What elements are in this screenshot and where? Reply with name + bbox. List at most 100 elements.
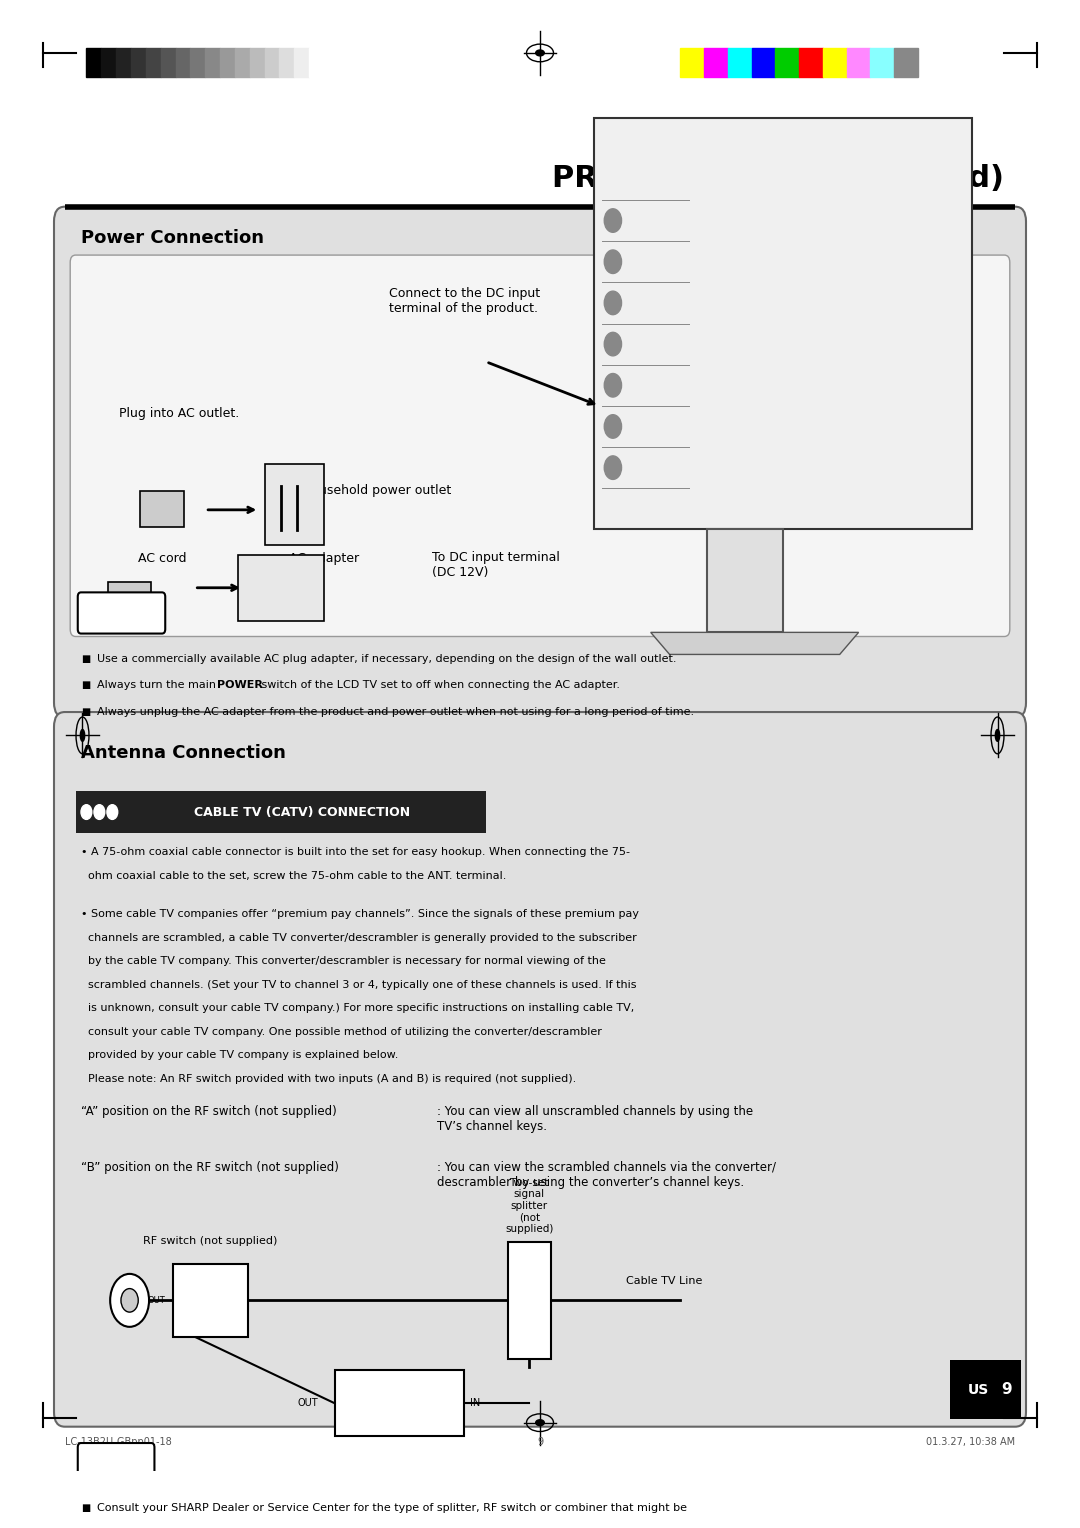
Text: AC adapter: AC adapter bbox=[289, 552, 359, 565]
Text: consult your cable TV company. One possible method of utilizing the converter/de: consult your cable TV company. One possi… bbox=[81, 1027, 602, 1038]
Circle shape bbox=[605, 414, 622, 439]
Bar bbox=[680, 47, 704, 76]
Bar bbox=[173, 1264, 248, 1337]
Bar bbox=[76, 792, 486, 833]
Text: US: US bbox=[968, 1383, 989, 1397]
Text: AC cord: AC cord bbox=[138, 552, 186, 565]
Text: Consult your SHARP Dealer or Service Center for the type of splitter, RF switch : Consult your SHARP Dealer or Service Cen… bbox=[97, 1504, 687, 1513]
Text: ohm coaxial cable to the set, screw the 75-ohm cable to the ANT. terminal.: ohm coaxial cable to the set, screw the … bbox=[81, 871, 507, 880]
Text: IN: IN bbox=[470, 1398, 480, 1409]
Text: POWER: POWER bbox=[217, 680, 264, 691]
Text: Use a commercially available AC plug adapter, if necessary, depending on the des: Use a commercially available AC plug ada… bbox=[97, 654, 677, 663]
Bar bbox=[86, 47, 102, 76]
Text: Note:: Note: bbox=[98, 1458, 134, 1470]
FancyBboxPatch shape bbox=[78, 593, 165, 634]
Circle shape bbox=[605, 251, 622, 274]
Circle shape bbox=[605, 209, 622, 232]
Bar bbox=[775, 47, 799, 76]
Text: CABLE TV (CATV) CONNECTION: CABLE TV (CATV) CONNECTION bbox=[194, 805, 410, 819]
Bar bbox=[238, 555, 324, 620]
Text: switch of the LCD TV set to off when connecting the AC adapter.: switch of the LCD TV set to off when con… bbox=[258, 680, 620, 691]
Text: Household power outlet: Household power outlet bbox=[302, 484, 451, 498]
Text: scrambled channels. (Set your TV to channel 3 or 4, typically one of these chann: scrambled channels. (Set your TV to chan… bbox=[81, 979, 636, 990]
Text: • Some cable TV companies offer “premium pay channels”. Since the signals of the: • Some cable TV companies offer “premium… bbox=[81, 909, 639, 920]
Text: Cable TV converter/
descrambler
(not supplied): Cable TV converter/ descrambler (not sup… bbox=[351, 1387, 448, 1420]
Text: 9: 9 bbox=[1001, 1383, 1012, 1398]
Text: A: A bbox=[188, 1280, 195, 1291]
Bar bbox=[870, 47, 894, 76]
Circle shape bbox=[110, 1274, 149, 1326]
Bar bbox=[140, 490, 184, 527]
Text: : You can view all unscrambled channels by using the
TV’s channel keys.: : You can view all unscrambled channels … bbox=[437, 1105, 754, 1132]
FancyBboxPatch shape bbox=[54, 206, 1026, 717]
Text: “B” position on the RF switch (not supplied): “B” position on the RF switch (not suppl… bbox=[81, 1161, 339, 1174]
Text: OUT: OUT bbox=[148, 1296, 165, 1305]
Bar bbox=[175, 47, 190, 76]
Circle shape bbox=[605, 455, 622, 480]
Bar bbox=[894, 47, 918, 76]
Text: ■: ■ bbox=[81, 654, 91, 663]
Bar bbox=[752, 47, 775, 76]
Text: Please note: An RF switch provided with two inputs (A and B) is required (not su: Please note: An RF switch provided with … bbox=[81, 1074, 577, 1083]
Bar bbox=[704, 47, 728, 76]
Bar bbox=[205, 47, 220, 76]
Bar bbox=[161, 47, 176, 76]
Circle shape bbox=[605, 332, 622, 356]
Circle shape bbox=[94, 805, 105, 819]
Ellipse shape bbox=[536, 1420, 544, 1426]
Bar bbox=[280, 47, 294, 76]
Bar bbox=[108, 582, 151, 611]
Bar bbox=[190, 47, 205, 76]
Circle shape bbox=[121, 1288, 138, 1313]
Polygon shape bbox=[650, 633, 859, 654]
Ellipse shape bbox=[80, 729, 84, 741]
Text: ■: ■ bbox=[81, 1504, 91, 1513]
Bar bbox=[847, 47, 870, 76]
FancyBboxPatch shape bbox=[70, 255, 1010, 637]
Bar bbox=[265, 465, 324, 545]
Text: 01.3.27, 10:38 AM: 01.3.27, 10:38 AM bbox=[926, 1436, 1015, 1447]
Text: channels are scrambled, a cable TV converter/descrambler is generally provided t: channels are scrambled, a cable TV conve… bbox=[81, 932, 637, 943]
Text: ■: ■ bbox=[81, 680, 91, 691]
Bar bbox=[146, 47, 161, 76]
Text: is unknown, consult your cable TV company.) For more specific instructions on in: is unknown, consult your cable TV compan… bbox=[81, 1004, 634, 1013]
Text: • A 75-ohm coaxial cable connector is built into the set for easy hookup. When c: • A 75-ohm coaxial cable connector is bu… bbox=[81, 848, 630, 857]
Text: To DC input terminal
(DC 12V): To DC input terminal (DC 12V) bbox=[432, 550, 559, 579]
Text: OUT: OUT bbox=[298, 1398, 319, 1409]
Text: Always unplug the AC adapter from the product and power outlet when not using fo: Always unplug the AC adapter from the pr… bbox=[97, 706, 694, 717]
Bar bbox=[235, 47, 249, 76]
Text: Connect to the DC input
terminal of the product.: Connect to the DC input terminal of the … bbox=[389, 287, 540, 315]
Bar bbox=[249, 47, 265, 76]
Text: PREPARATION (Continued): PREPARATION (Continued) bbox=[552, 163, 1004, 193]
Bar bbox=[508, 1242, 551, 1360]
Text: : You can view the scrambled channels via the converter/
descrambler by using th: : You can view the scrambled channels vi… bbox=[437, 1161, 777, 1189]
Text: Antenna Connection: Antenna Connection bbox=[81, 744, 286, 762]
Bar bbox=[294, 47, 309, 76]
Bar bbox=[950, 1360, 1021, 1420]
Bar bbox=[265, 47, 280, 76]
Bar bbox=[335, 1371, 464, 1436]
Bar bbox=[220, 47, 235, 76]
Text: 9: 9 bbox=[537, 1436, 543, 1447]
Ellipse shape bbox=[536, 50, 544, 57]
Ellipse shape bbox=[996, 729, 1000, 741]
Bar bbox=[309, 47, 324, 76]
FancyBboxPatch shape bbox=[54, 712, 1026, 1427]
Bar bbox=[102, 47, 117, 76]
FancyBboxPatch shape bbox=[78, 1442, 154, 1484]
Circle shape bbox=[81, 805, 92, 819]
Polygon shape bbox=[707, 529, 783, 633]
Circle shape bbox=[605, 292, 622, 315]
Text: Power Connection: Power Connection bbox=[81, 229, 264, 248]
Text: Always turn the main: Always turn the main bbox=[97, 680, 219, 691]
Text: LC-13B2U-GBpp01-18: LC-13B2U-GBpp01-18 bbox=[65, 1436, 172, 1447]
Text: Cable TV Line: Cable TV Line bbox=[626, 1276, 703, 1285]
Text: Plug into AC outlet.: Plug into AC outlet. bbox=[119, 408, 239, 420]
Text: provided by your cable TV company is explained below.: provided by your cable TV company is exp… bbox=[81, 1050, 399, 1060]
Text: B: B bbox=[188, 1309, 195, 1320]
Circle shape bbox=[107, 805, 118, 819]
Text: ■: ■ bbox=[81, 706, 91, 717]
Text: RF switch (not supplied): RF switch (not supplied) bbox=[144, 1236, 278, 1245]
FancyBboxPatch shape bbox=[594, 118, 972, 529]
Bar bbox=[799, 47, 823, 76]
